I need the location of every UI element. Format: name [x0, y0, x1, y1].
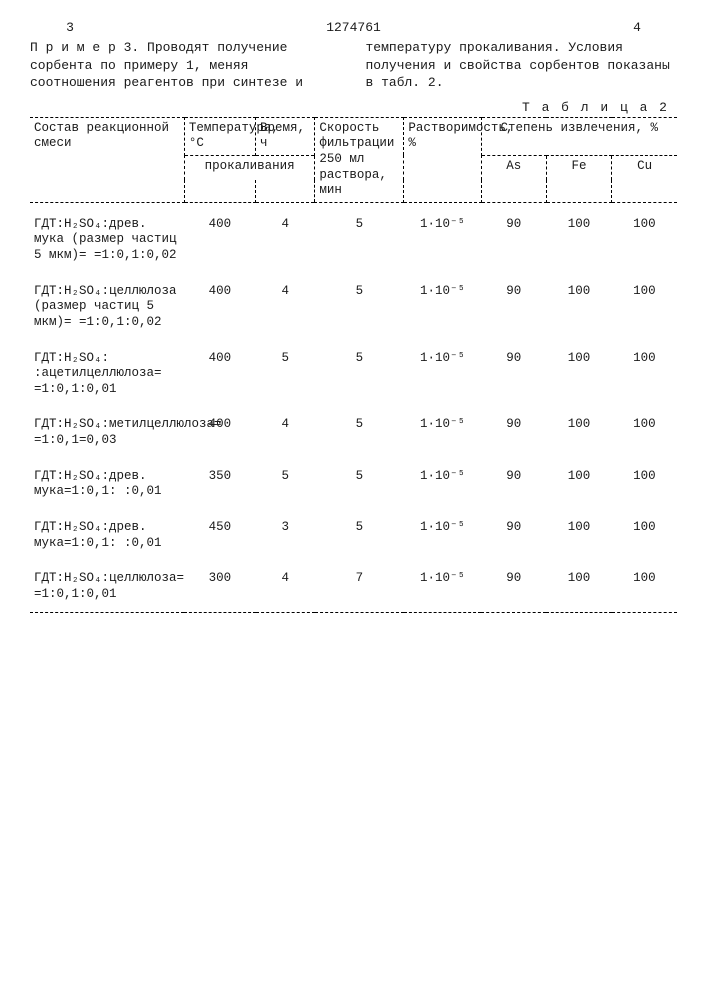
cell-cu: 100 — [612, 561, 677, 613]
cell-as: 90 — [481, 202, 546, 273]
cell-fe: 100 — [546, 510, 611, 561]
col-fe: Fe — [546, 155, 611, 202]
cell-time: 3 — [256, 510, 315, 561]
col-cu: Cu — [612, 155, 677, 202]
cell-sol: 1·10⁻⁵ — [404, 341, 481, 408]
table-row: ГДТ:H₂SO₄:древ. мука=1:0,1: :0,01 350 5 … — [30, 459, 677, 510]
cell-fe: 100 — [546, 561, 611, 613]
cell-rate: 5 — [315, 341, 404, 408]
table-head: Состав реакционной смеси Температура, °С… — [30, 117, 677, 202]
data-table: Состав реакционной смеси Температура, °С… — [30, 117, 677, 614]
col-rate: Скорость фильтрации 250 мл раствора, мин — [315, 117, 404, 202]
cell-time: 5 — [256, 341, 315, 408]
cell-fe: 100 — [546, 459, 611, 510]
cell-rate: 5 — [315, 407, 404, 458]
intro-right: температуру прокаливания. Условия получе… — [366, 39, 678, 92]
cell-fe: 100 — [546, 407, 611, 458]
cell-as: 90 — [481, 459, 546, 510]
page-number-left: 3 — [30, 20, 110, 35]
cell-as: 90 — [481, 561, 546, 613]
cell-rate: 5 — [315, 274, 404, 341]
cell-as: 90 — [481, 341, 546, 408]
col-time: Время, ч — [256, 117, 315, 155]
cell-sol: 1·10⁻⁵ — [404, 510, 481, 561]
intro-left: П р и м е р 3. Проводят получение сорбен… — [30, 39, 342, 92]
col-composition: Состав реакционной смеси — [30, 117, 184, 202]
intro-columns: П р и м е р 3. Проводят получение сорбен… — [30, 39, 677, 92]
cell-comp: ГДТ:H₂SO₄:древ. мука=1:0,1: :0,01 — [30, 459, 184, 510]
cell-comp: ГДТ:H₂SO₄:целлюлоза (размер частиц 5 мкм… — [30, 274, 184, 341]
page-header: 3 1274761 4 — [30, 20, 677, 35]
document-number: 1274761 — [110, 20, 597, 35]
table-body: ГДТ:H₂SO₄:древ. мука (размер частиц 5 мк… — [30, 202, 677, 613]
cell-temp: 450 — [184, 510, 255, 561]
cell-cu: 100 — [612, 202, 677, 273]
col-time-spacer — [256, 180, 315, 202]
table-row: ГДТ:H₂SO₄:целлюлоза (размер частиц 5 мкм… — [30, 274, 677, 341]
cell-cu: 100 — [612, 274, 677, 341]
cell-as: 90 — [481, 274, 546, 341]
col-degree-group: Степень извлечения, % — [481, 117, 677, 155]
cell-as: 90 — [481, 407, 546, 458]
table-row: ГДТ:H₂SO₄:древ. мука (размер частиц 5 мк… — [30, 202, 677, 273]
cell-sol: 1·10⁻⁵ — [404, 561, 481, 613]
col-as: As — [481, 155, 546, 202]
cell-temp: 400 — [184, 274, 255, 341]
page-number-right: 4 — [597, 20, 677, 35]
cell-comp: ГДТ:H₂SO₄:древ. мука (размер частиц 5 мк… — [30, 202, 184, 273]
table-row: ГДТ:H₂SO₄: :ацетилцеллюлоза= =1:0,1:0,01… — [30, 341, 677, 408]
cell-sol: 1·10⁻⁵ — [404, 407, 481, 458]
cell-as: 90 — [481, 510, 546, 561]
col-solubility: Растворимость, % — [404, 117, 481, 202]
cell-temp: 400 — [184, 407, 255, 458]
cell-time: 4 — [256, 274, 315, 341]
cell-comp: ГДТ:H₂SO₄:древ. мука=1:0,1: :0,01 — [30, 510, 184, 561]
cell-comp: ГДТ:H₂SO₄: :ацетилцеллюлоза= =1:0,1:0,01 — [30, 341, 184, 408]
cell-sol: 1·10⁻⁵ — [404, 274, 481, 341]
cell-fe: 100 — [546, 341, 611, 408]
cell-cu: 100 — [612, 341, 677, 408]
cell-time: 5 — [256, 459, 315, 510]
table-row: ГДТ:H₂SO₄:метилцеллюлоза= =1:0,1=0,03 40… — [30, 407, 677, 458]
cell-time: 4 — [256, 561, 315, 613]
col-temp-spacer — [184, 180, 255, 202]
cell-cu: 100 — [612, 510, 677, 561]
cell-sol: 1·10⁻⁵ — [404, 202, 481, 273]
cell-rate: 5 — [315, 510, 404, 561]
cell-temp: 400 — [184, 341, 255, 408]
table-row: ГДТ:H₂SO₄:древ. мука=1:0,1: :0,01 450 3 … — [30, 510, 677, 561]
cell-sol: 1·10⁻⁵ — [404, 459, 481, 510]
col-calcination: прокаливания — [184, 155, 315, 180]
col-temp: Температура, °С — [184, 117, 255, 155]
cell-cu: 100 — [612, 459, 677, 510]
cell-temp: 300 — [184, 561, 255, 613]
cell-temp: 350 — [184, 459, 255, 510]
cell-fe: 100 — [546, 202, 611, 273]
cell-fe: 100 — [546, 274, 611, 341]
cell-time: 4 — [256, 202, 315, 273]
cell-temp: 400 — [184, 202, 255, 273]
cell-cu: 100 — [612, 407, 677, 458]
cell-rate: 5 — [315, 459, 404, 510]
cell-rate: 7 — [315, 561, 404, 613]
cell-time: 4 — [256, 407, 315, 458]
cell-comp: ГДТ:H₂SO₄:метилцеллюлоза= =1:0,1=0,03 — [30, 407, 184, 458]
table-row: ГДТ:H₂SO₄:целлюлоза= =1:0,1:0,01 300 4 7… — [30, 561, 677, 613]
table-caption: Т а б л и ц а 2 — [30, 100, 669, 115]
cell-rate: 5 — [315, 202, 404, 273]
cell-comp: ГДТ:H₂SO₄:целлюлоза= =1:0,1:0,01 — [30, 561, 184, 613]
